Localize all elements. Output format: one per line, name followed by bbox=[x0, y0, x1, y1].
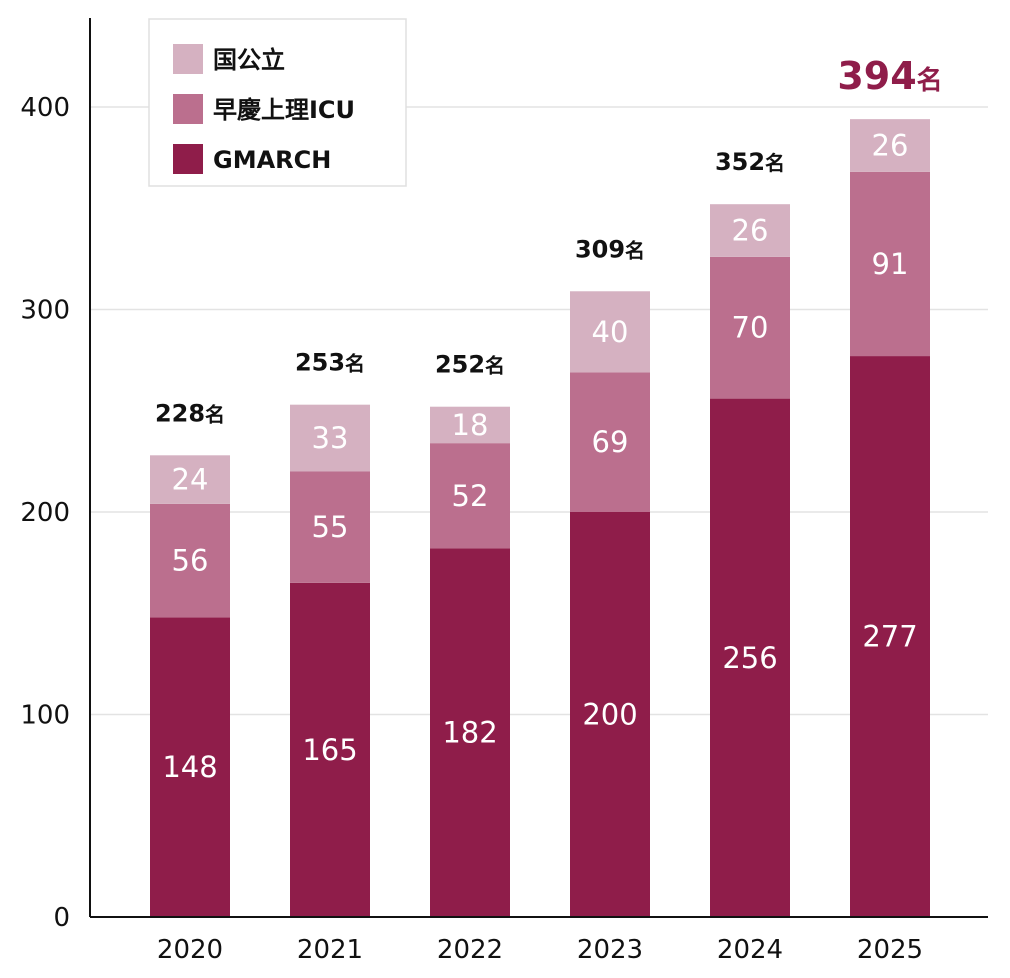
data-label: 24 bbox=[172, 463, 209, 497]
tick-labels: 0 100 200 300 400 2020 2021 2022 2023 2024 2025 bbox=[20, 93, 923, 965]
bar-segment bbox=[430, 548, 510, 917]
bar-segment bbox=[710, 398, 790, 918]
bar-segment bbox=[430, 406, 510, 444]
total-unit: 名 bbox=[917, 65, 943, 96]
axes bbox=[89, 18, 988, 918]
total-value: 252 bbox=[435, 351, 485, 379]
data-label: 55 bbox=[312, 510, 349, 544]
total-unit: 名 bbox=[625, 238, 645, 262]
data-label: 33 bbox=[312, 421, 349, 455]
data-label: 91 bbox=[872, 247, 909, 281]
total-unit: 名 bbox=[345, 352, 365, 376]
bar-segment bbox=[150, 617, 230, 917]
y-tick-label: 200 bbox=[20, 498, 70, 528]
total-value: 352 bbox=[715, 148, 765, 176]
bar-segment bbox=[850, 119, 930, 172]
x-tick-label: 2023 bbox=[577, 935, 643, 965]
bar-segment bbox=[430, 443, 510, 549]
data-label: 18 bbox=[452, 408, 489, 442]
y-tick-label: 0 bbox=[53, 903, 70, 933]
legend-swatch bbox=[173, 94, 203, 124]
total-unit: 名 bbox=[205, 402, 225, 426]
bar-segment bbox=[570, 291, 650, 373]
data-label: 277 bbox=[862, 620, 917, 654]
x-tick-label: 2025 bbox=[857, 935, 923, 965]
data-label: 165 bbox=[302, 733, 357, 767]
data-label: 69 bbox=[592, 425, 629, 459]
x-tick-label: 2020 bbox=[157, 935, 223, 965]
bar-segment bbox=[290, 582, 370, 917]
y-tick-label: 300 bbox=[20, 296, 70, 326]
total-label: 352名 bbox=[715, 148, 785, 176]
data-label: 56 bbox=[172, 544, 209, 578]
total-value: 228 bbox=[155, 399, 205, 427]
legend-label: 国公立 bbox=[213, 46, 285, 74]
total-value: 394 bbox=[837, 54, 916, 98]
data-label: 40 bbox=[592, 315, 629, 349]
x-tick-label: 2024 bbox=[717, 935, 783, 965]
y-tick-label: 100 bbox=[20, 701, 70, 731]
legend-swatch bbox=[173, 144, 203, 174]
data-label: 52 bbox=[452, 479, 489, 513]
data-label: 26 bbox=[732, 214, 769, 248]
bar-segment bbox=[570, 512, 650, 917]
bar-segment bbox=[290, 404, 370, 472]
bar-segment bbox=[570, 372, 650, 512]
total-unit: 名 bbox=[485, 354, 505, 378]
data-label: 182 bbox=[442, 716, 497, 750]
bar-segment bbox=[850, 356, 930, 917]
x-tick-label: 2022 bbox=[437, 935, 503, 965]
bars: 148 56 24 165 55 33 182 52 18 200 69 40 256 70 26 277 91… bbox=[150, 119, 930, 918]
total-unit: 名 bbox=[765, 151, 785, 175]
total-label: 394名 bbox=[837, 54, 942, 98]
legend-label: 早慶上理ICU bbox=[213, 96, 355, 124]
data-label: 26 bbox=[872, 128, 909, 162]
data-label: 256 bbox=[722, 641, 777, 675]
total-value: 309 bbox=[575, 235, 625, 263]
total-label: 252名 bbox=[435, 351, 505, 379]
data-label: 148 bbox=[162, 750, 217, 784]
bar-segment bbox=[150, 503, 230, 618]
total-label: 309名 bbox=[575, 235, 645, 263]
bar-segment bbox=[850, 171, 930, 357]
total-label: 228名 bbox=[155, 399, 225, 427]
bar-segment bbox=[710, 256, 790, 399]
y-tick-label: 400 bbox=[20, 93, 70, 123]
total-value: 253 bbox=[295, 349, 345, 377]
bar-segment bbox=[290, 471, 370, 583]
x-tick-label: 2021 bbox=[297, 935, 363, 965]
bar-segment bbox=[710, 204, 790, 257]
legend-swatch bbox=[173, 44, 203, 74]
bar-segment bbox=[150, 455, 230, 504]
total-label: 253名 bbox=[295, 349, 365, 377]
data-label: 200 bbox=[582, 698, 637, 732]
data-label: 70 bbox=[732, 311, 769, 345]
legend-label: GMARCH bbox=[213, 146, 331, 174]
